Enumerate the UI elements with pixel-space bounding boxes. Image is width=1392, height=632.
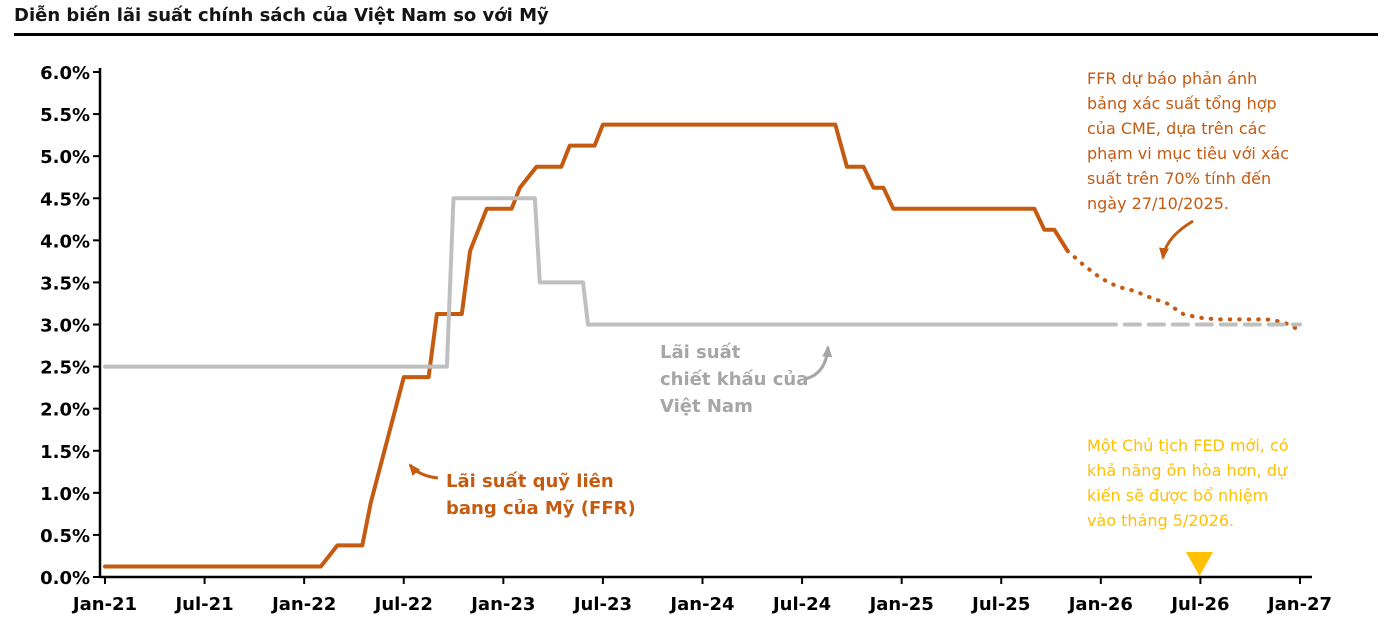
- ffr-forecast-arrow: [1159, 219, 1194, 260]
- x-tick-label: Jul-25: [970, 594, 1030, 615]
- ffr-series-label: Lãi suất quỹ liên bang của Mỹ (FFR): [446, 471, 636, 519]
- vn-solid-line: [103, 196, 1103, 369]
- y-tick-label: 4.5%: [40, 189, 90, 210]
- y-tick-label: 5.0%: [40, 147, 90, 168]
- x-tick-label: Jan-27: [1266, 594, 1332, 615]
- y-tick-label: 1.0%: [40, 484, 90, 505]
- page-title: Diễn biến lãi suất chính sách của Việt N…: [14, 5, 549, 26]
- y-tick-label: 3.0%: [40, 316, 90, 337]
- x-tick-label: Jan-25: [868, 594, 934, 615]
- y-tick-label: 6.0%: [40, 63, 90, 84]
- x-tick-label: Jul-22: [373, 594, 433, 615]
- title-underline: [14, 33, 1378, 36]
- ffr-dotted-line: [1065, 248, 1302, 333]
- x-tick-label: Jan-24: [668, 594, 734, 615]
- vn-series-label: Lãi suất chiết khấu của Việt Nam: [660, 342, 809, 417]
- y-tick-label: 3.5%: [40, 273, 90, 294]
- vn-label-arrow: [804, 345, 833, 381]
- x-tick-label: Jul-26: [1169, 594, 1229, 615]
- x-tick-label: Jul-23: [572, 594, 632, 615]
- y-tick-label: 2.0%: [40, 400, 90, 421]
- x-tick-label: Jul-21: [173, 594, 233, 615]
- x-tick-label: Jul-24: [771, 594, 831, 615]
- y-tick-label: 0.5%: [40, 526, 90, 547]
- x-tick-label: Jan-21: [71, 594, 137, 615]
- ffr-label-arrow: [408, 463, 439, 480]
- fed-chair-marker-triangle-icon: [1186, 552, 1213, 576]
- y-tick-label: 0.0%: [40, 568, 90, 589]
- y-tick-label: 5.5%: [40, 105, 90, 126]
- ffr-forecast-annotation: FFR dự báo phản ánh bảng xác suất tổng h…: [1087, 69, 1290, 213]
- ffr-solid-line: [103, 122, 1070, 569]
- fed-chair-annotation: Một Chủ tịch FED mới, có khả năng ôn hòa…: [1087, 436, 1289, 530]
- x-tick-label: Jan-22: [270, 594, 336, 615]
- x-tick-label: Jan-23: [469, 594, 535, 615]
- x-tick-label: Jan-26: [1067, 594, 1133, 615]
- y-tick-label: 1.5%: [40, 442, 90, 463]
- y-tick-label: 2.5%: [40, 358, 90, 379]
- y-tick-label: 4.0%: [40, 231, 90, 252]
